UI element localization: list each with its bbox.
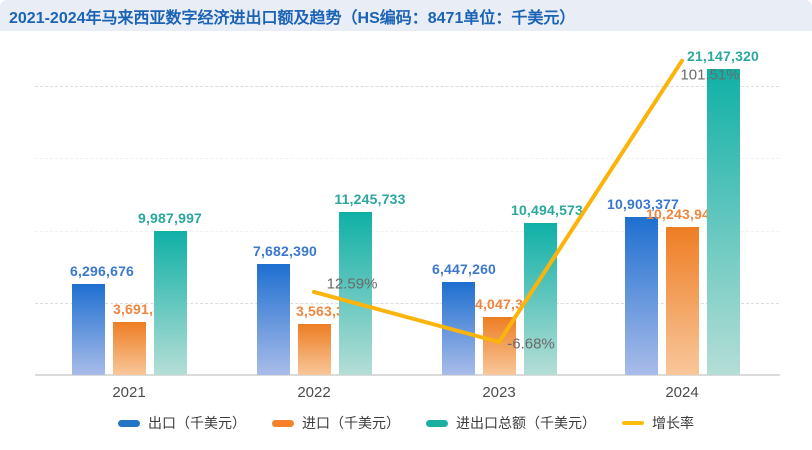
x-axis-label-2023: 2023	[482, 384, 516, 401]
legend-item-total[interactable]: 进出口总额（千美元）	[426, 413, 596, 433]
legend-label-export: 出口（千美元）	[148, 415, 246, 431]
growth-rate-label-2022: 12.59%	[326, 275, 378, 293]
bar-import-2024	[665, 227, 699, 375]
gridline-15m	[35, 158, 779, 160]
bar-import-2022	[297, 324, 331, 375]
legend-item-export[interactable]: 出口（千美元）	[118, 413, 246, 433]
value-label-total-2022: 11,245,733	[334, 191, 406, 207]
value-label-export-2021: 6,296,676	[69, 263, 135, 279]
value-label-total-2021: 9,987,997	[137, 210, 203, 226]
value-label-total-2023: 10,494,573	[510, 202, 584, 218]
bar-total-2021	[153, 231, 187, 375]
value-label-export-2022: 7,682,390	[252, 243, 318, 259]
legend-swatch-export	[118, 419, 140, 427]
x-axis-line	[35, 374, 780, 376]
legend-item-growth-rate[interactable]: 增长率	[622, 413, 694, 433]
value-label-export-2023: 6,447,260	[431, 261, 497, 277]
value-label-total-2024: 21,147,320	[686, 48, 760, 64]
title-bar: 2021-2024年马来西亚数字经济进出口额及趋势（HS编码：8471单位：千美…	[0, 0, 812, 31]
bar-export-2023	[441, 282, 475, 375]
legend: 出口（千美元） 进口（千美元） 进出口总额（千美元） 增长率	[0, 413, 812, 433]
bar-total-2024	[706, 69, 740, 375]
bar-import-2021	[112, 322, 146, 375]
legend-swatch-growth-rate	[622, 421, 644, 425]
legend-swatch-total	[426, 419, 448, 427]
legend-label-total: 进出口总额（千美元）	[456, 415, 596, 431]
bar-export-2024	[624, 217, 658, 375]
bar-export-2021	[71, 284, 105, 375]
bar-total-2022	[338, 212, 372, 375]
growth-rate-label-2024: 101.51%	[680, 66, 740, 84]
x-axis-label-2021: 2021	[112, 384, 146, 401]
legend-item-import[interactable]: 进口（千美元）	[272, 413, 400, 433]
x-axis-label-2024: 2024	[665, 384, 699, 401]
page-title: 2021-2024年马来西亚数字经济进出口额及趋势（HS编码：8471单位：千美…	[9, 9, 576, 27]
legend-label-growth-rate: 增长率	[652, 415, 694, 431]
gridline-20m	[35, 86, 779, 87]
legend-label-import: 进口（千美元）	[302, 415, 400, 431]
growth-rate-label-2023: -6.68%	[507, 335, 555, 353]
legend-swatch-import	[272, 419, 294, 427]
x-axis-label-2022: 2022	[297, 384, 331, 401]
bar-export-2022	[256, 264, 290, 375]
